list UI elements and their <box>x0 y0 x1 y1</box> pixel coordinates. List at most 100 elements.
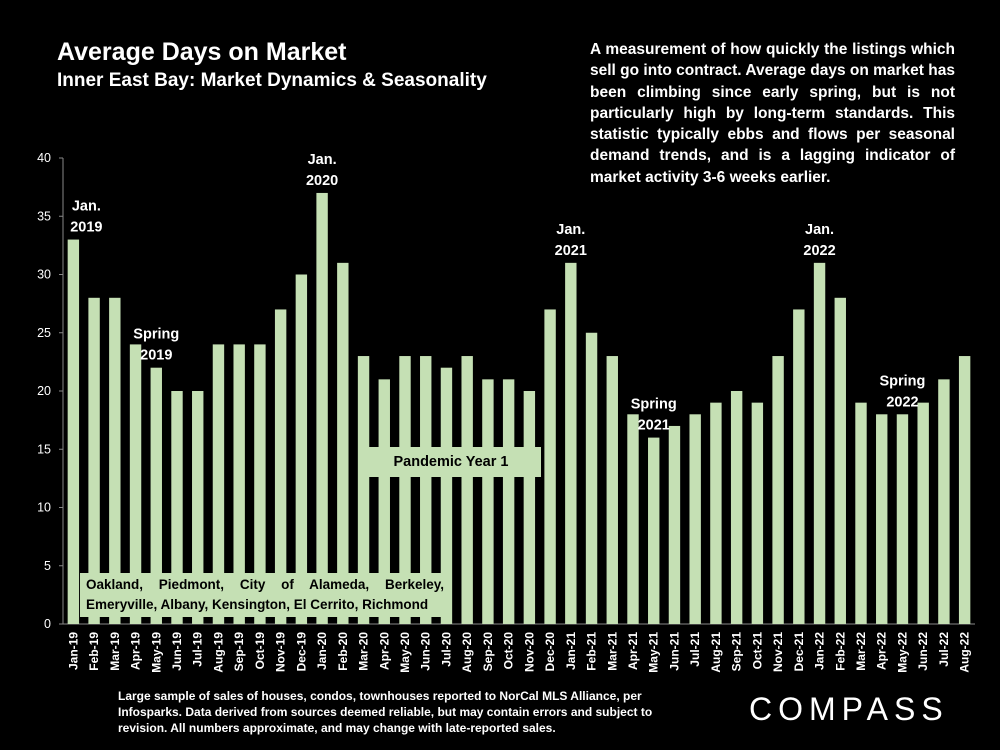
x-tick-label: Feb-21 <box>585 632 599 671</box>
bar <box>730 391 743 624</box>
x-tick-label: Feb-20 <box>336 632 350 671</box>
bar-annotation: 2019 <box>70 220 102 236</box>
bar <box>855 402 867 624</box>
x-tick-label: Jan-21 <box>564 632 578 670</box>
bar <box>399 356 411 624</box>
bar <box>627 414 639 624</box>
bar <box>88 297 100 624</box>
bar <box>129 344 142 624</box>
bar <box>502 379 515 624</box>
bar <box>440 367 453 624</box>
bar-annotation: Jan. <box>72 199 101 215</box>
chart-title: Average Days on Market <box>57 38 347 66</box>
bar <box>109 297 121 624</box>
chart-subtitle: Inner East Bay: Market Dynamics & Season… <box>57 70 487 91</box>
bar <box>523 391 536 624</box>
x-tick-label: Aug-21 <box>709 632 723 673</box>
x-tick-label: Aug-20 <box>460 632 474 673</box>
bar-annotation: 2019 <box>140 348 172 364</box>
x-tick-label: Feb-22 <box>833 632 847 671</box>
bar <box>482 379 494 624</box>
x-tick-label: Apr-21 <box>626 632 640 670</box>
x-tick-label: Nov-20 <box>522 632 536 672</box>
bar <box>565 262 577 624</box>
bar <box>834 297 846 624</box>
bar <box>710 402 722 624</box>
x-tick-label: Aug-19 <box>211 632 225 673</box>
bar <box>938 379 950 624</box>
bar <box>668 425 681 624</box>
bar <box>813 262 826 624</box>
bar <box>357 356 370 624</box>
x-tick-label: Aug-22 <box>958 632 972 673</box>
x-tick-label: Jun-21 <box>667 632 681 671</box>
y-tick-label: 30 <box>37 268 51 282</box>
x-tick-label: Oct-19 <box>253 632 267 670</box>
bar <box>751 402 764 624</box>
x-tick-label: Oct-21 <box>750 632 764 670</box>
bar <box>150 367 162 624</box>
bar-annotation: Spring <box>631 397 677 413</box>
x-tick-label: Jun-19 <box>170 632 184 671</box>
chart-description: A measurement of how quickly the listing… <box>590 41 955 186</box>
bar <box>585 332 598 624</box>
bar-annotation: 2021 <box>555 243 587 259</box>
x-tick-label: Jul-21 <box>688 632 702 667</box>
bar <box>772 356 784 624</box>
x-tick-label: Jan-19 <box>66 632 80 670</box>
y-tick-label: 0 <box>44 617 51 631</box>
pandemic-year-label: Pandemic Year 1 <box>361 447 541 477</box>
x-tick-label: Dec-21 <box>792 632 806 672</box>
bar-annotation: 2022 <box>803 243 835 259</box>
x-tick-label: May-22 <box>895 632 909 673</box>
x-tick-label: Nov-21 <box>771 632 785 672</box>
x-tick-label: Jan-22 <box>813 632 827 670</box>
x-tick-label: Dec-19 <box>294 632 308 672</box>
footer-note: Large sample of sales of houses, condos,… <box>118 689 653 735</box>
x-tick-label: Jul-19 <box>191 632 205 667</box>
bar <box>876 414 888 624</box>
x-tick-label: May-20 <box>398 632 412 673</box>
bar <box>793 309 805 624</box>
x-tick-label: Sep-19 <box>232 632 246 672</box>
bar <box>648 437 660 624</box>
compass-logo: COMPASS <box>749 691 949 727</box>
bar-annotation: Jan. <box>805 222 834 238</box>
bar-annotation: Spring <box>133 327 179 343</box>
cities-label: Oakland, Piedmont, City of Alameda, Berk… <box>80 573 450 617</box>
y-tick-label: 5 <box>44 559 51 573</box>
y-tick-label: 35 <box>37 209 51 223</box>
bar <box>378 379 390 624</box>
x-tick-label: Jul-20 <box>439 632 453 667</box>
bar-annotation: 2022 <box>886 394 918 410</box>
bar <box>233 344 245 624</box>
bar <box>606 356 618 624</box>
x-tick-label: Jul-22 <box>937 632 951 667</box>
x-tick-label: Jun-22 <box>916 632 930 671</box>
x-tick-label: Mar-20 <box>357 632 371 671</box>
bar <box>544 309 556 624</box>
bar <box>337 262 349 624</box>
x-tick-label: Mar-19 <box>108 632 122 671</box>
y-tick-label: 40 <box>37 151 51 165</box>
y-tick-label: 20 <box>37 384 51 398</box>
x-tick-label: Apr-19 <box>129 632 143 670</box>
x-tick-label: Oct-20 <box>502 632 516 670</box>
x-tick-label: Sep-21 <box>730 632 744 672</box>
bar <box>254 344 266 624</box>
x-tick-label: Feb-19 <box>87 632 101 671</box>
x-tick-label: Apr-22 <box>875 632 889 670</box>
bar-annotation: 2020 <box>306 173 338 189</box>
bar <box>192 391 204 624</box>
bar <box>295 274 308 624</box>
x-tick-label: Nov-19 <box>274 632 288 672</box>
bar-annotation: Spring <box>879 373 925 389</box>
x-tick-label: Mar-22 <box>854 632 868 671</box>
bar <box>461 356 473 624</box>
bar <box>896 414 909 624</box>
bar-annotation: Jan. <box>556 222 585 238</box>
bar <box>689 414 701 624</box>
x-tick-label: Apr-20 <box>377 632 391 670</box>
x-tick-label: Dec-20 <box>543 632 557 672</box>
